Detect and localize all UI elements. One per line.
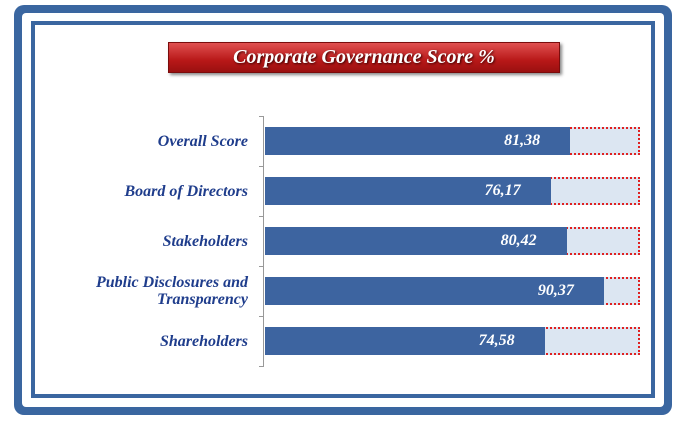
- y-tick-label: Shareholders: [159, 332, 248, 350]
- y-tick-label: Overall Score: [157, 132, 248, 150]
- bar: [265, 127, 571, 155]
- value-label: 76,17: [484, 182, 521, 199]
- bar: [265, 277, 604, 305]
- bar: [265, 327, 545, 355]
- bar: [265, 227, 567, 255]
- y-tick-label: Stakeholders: [162, 232, 248, 250]
- y-axis: [263, 116, 264, 366]
- category-separator: [259, 316, 264, 317]
- category-separator: [259, 166, 264, 167]
- y-tick-label: Board of Directors: [124, 182, 248, 200]
- value-label: 74,58: [478, 332, 515, 349]
- category-separator: [259, 116, 264, 117]
- category-separator: [259, 216, 264, 217]
- category-separator: [259, 266, 264, 267]
- y-tick-label: Public Disclosures and Transparency: [95, 274, 248, 308]
- value-label: 81,38: [504, 132, 541, 149]
- chart-title: Corporate Governance Score %: [168, 42, 560, 73]
- value-label: 90,37: [537, 282, 574, 299]
- category-separator: [259, 366, 264, 367]
- value-label: 80,42: [500, 232, 537, 249]
- bar: [265, 177, 551, 205]
